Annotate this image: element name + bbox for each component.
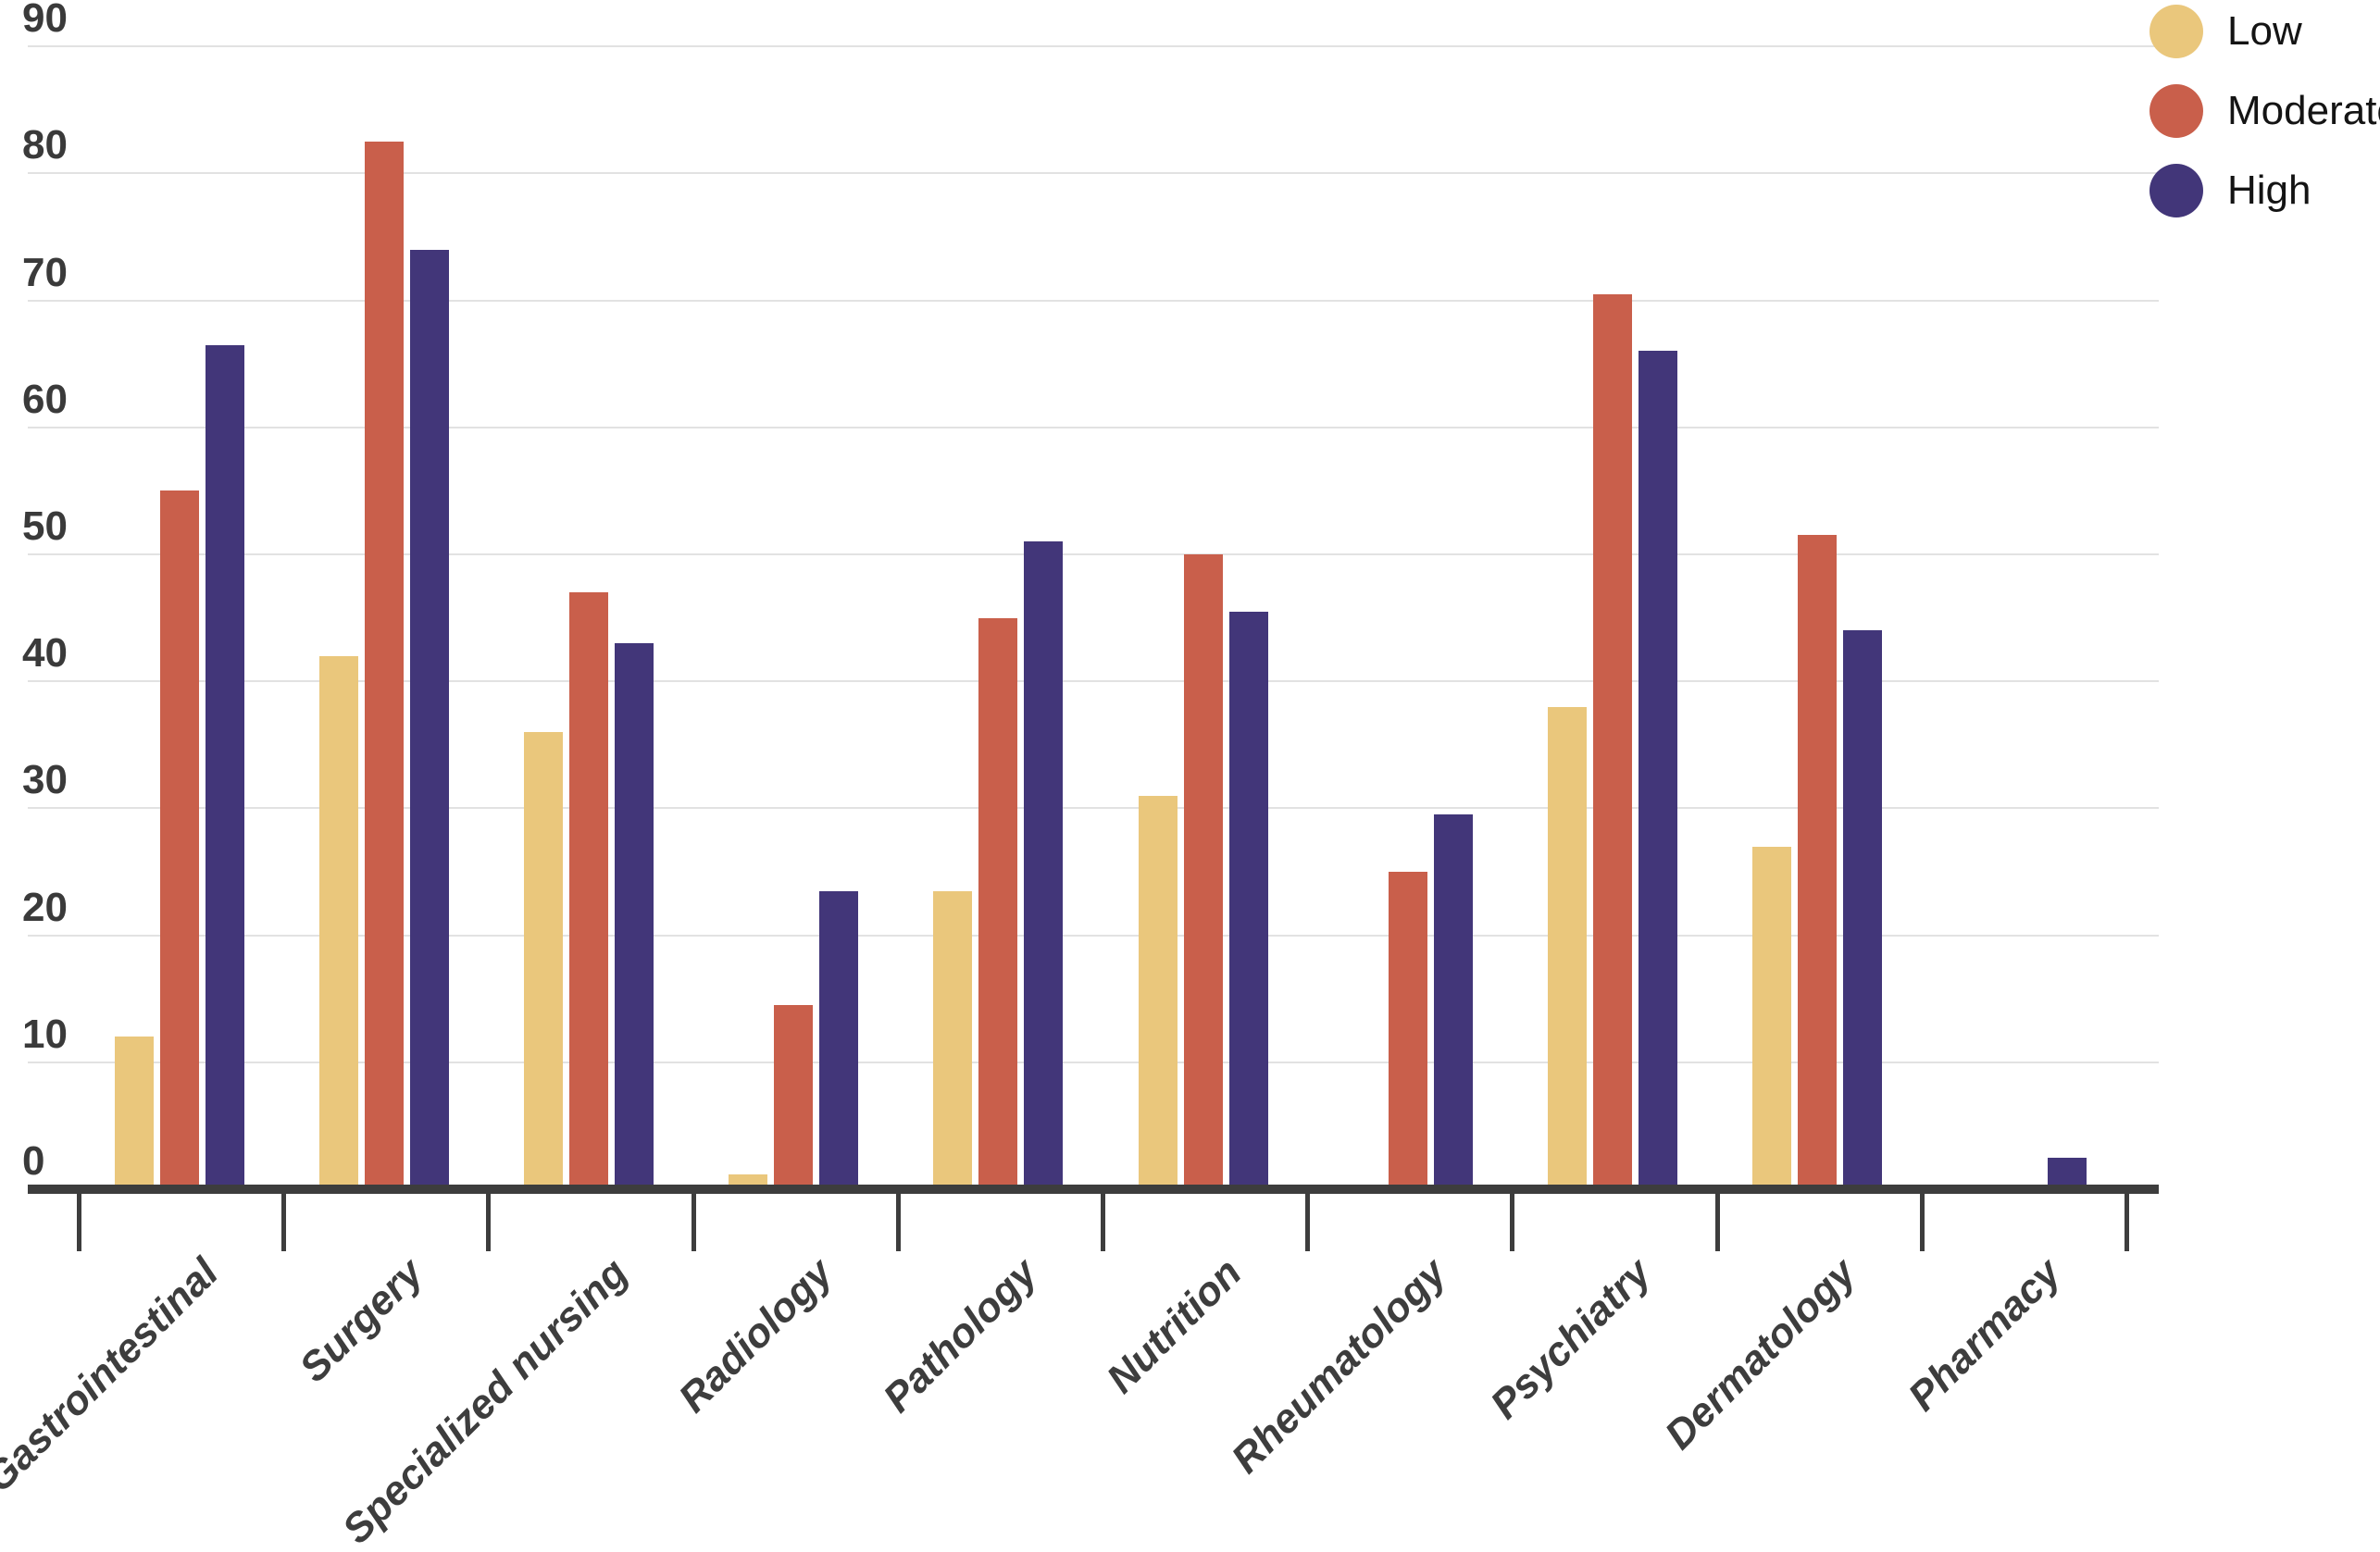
x-axis-tick: [281, 1185, 286, 1251]
x-axis-tick: [2125, 1185, 2129, 1251]
y-axis-tick-label: 20: [22, 884, 68, 930]
gridline: [28, 45, 2159, 48]
bar-low-dermatology: [1752, 847, 1791, 1194]
bar-high-pathology: [1024, 541, 1063, 1194]
x-axis-line: [28, 1185, 2159, 1194]
bar-high-psychiatry: [1639, 351, 1677, 1194]
y-axis-tick-label: 90: [22, 0, 68, 42]
gridline: [28, 299, 2159, 302]
x-axis-tick: [77, 1185, 81, 1251]
y-axis-tick-label: 40: [22, 630, 68, 677]
bar-high-nutrition: [1229, 612, 1268, 1194]
y-axis-tick-label: 30: [22, 757, 68, 803]
legend-label-high: High: [2227, 168, 2311, 213]
y-axis-tick-label: 80: [22, 122, 68, 168]
x-axis-tick: [692, 1185, 696, 1251]
x-axis-tick: [1920, 1185, 1925, 1251]
bar-high-rheumatology: [1434, 814, 1473, 1194]
bar-low-pathology: [933, 891, 972, 1194]
x-axis-category-label-pharmacy: Pharmacy: [1900, 1249, 2070, 1420]
bar-low-specialized-nursing: [524, 732, 563, 1194]
gridline: [28, 934, 2159, 937]
x-axis-category-label-pathology: Pathology: [874, 1249, 1046, 1422]
legend-swatch-low: [2149, 5, 2203, 58]
bar-moderate-pathology: [978, 618, 1017, 1194]
y-axis-tick-label: 10: [22, 1011, 68, 1057]
y-axis-tick-label: 50: [22, 503, 68, 549]
bar-high-dermatology: [1843, 630, 1882, 1194]
bar-low-psychiatry: [1548, 707, 1587, 1194]
bar-low-surgery: [319, 656, 358, 1194]
bar-moderate-psychiatry: [1593, 294, 1632, 1194]
legend-label-moderate: Moderate: [2227, 88, 2380, 133]
bar-moderate-surgery: [365, 142, 404, 1194]
x-axis-tick: [1715, 1185, 1720, 1251]
legend-swatch-moderate: [2149, 84, 2203, 138]
bar-moderate-radiology: [774, 1005, 813, 1194]
x-axis-tick: [1305, 1185, 1310, 1251]
bar-moderate-nutrition: [1184, 554, 1223, 1194]
gridline: [28, 807, 2159, 810]
bar-moderate-specialized-nursing: [569, 592, 608, 1194]
x-axis-category-label-gastrointestinal: Gastrointestinal: [0, 1249, 227, 1502]
bar-high-radiology: [819, 891, 858, 1194]
gridline: [28, 680, 2159, 683]
x-axis-tick: [1101, 1185, 1105, 1251]
y-axis-tick-label: 60: [22, 376, 68, 422]
x-axis-category-label-radiology: Radiology: [669, 1249, 841, 1422]
bar-low-nutrition: [1139, 796, 1178, 1194]
bar-high-gastrointestinal: [206, 345, 244, 1194]
y-axis-tick-label: 70: [22, 249, 68, 295]
gridline: [28, 553, 2159, 555]
gridline: [28, 172, 2159, 175]
bar-high-specialized-nursing: [615, 643, 654, 1194]
gridline: [28, 426, 2159, 428]
x-axis-tick: [1510, 1185, 1514, 1251]
x-axis-category-label-rheumatology: Rheumatology: [1223, 1249, 1456, 1483]
legend-swatch-high: [2149, 164, 2203, 217]
bar-low-gastrointestinal: [115, 1037, 154, 1194]
x-axis-tick: [896, 1185, 901, 1251]
x-axis-category-label-psychiatry: Psychiatry: [1482, 1249, 1661, 1428]
bar-high-surgery: [410, 250, 449, 1194]
bar-moderate-gastrointestinal: [160, 490, 199, 1194]
x-axis-category-label-surgery: Surgery: [290, 1249, 432, 1391]
bar-moderate-rheumatology: [1389, 872, 1427, 1194]
x-axis-category-label-dermatology: Dermatology: [1656, 1249, 1865, 1459]
legend-label-low: Low: [2227, 8, 2302, 54]
bar-moderate-dermatology: [1798, 535, 1837, 1194]
x-axis-category-label-nutrition: Nutrition: [1098, 1249, 1251, 1402]
gridline: [28, 1061, 2159, 1063]
x-axis-tick: [486, 1185, 491, 1251]
y-axis-tick-label: 0: [22, 1138, 45, 1184]
